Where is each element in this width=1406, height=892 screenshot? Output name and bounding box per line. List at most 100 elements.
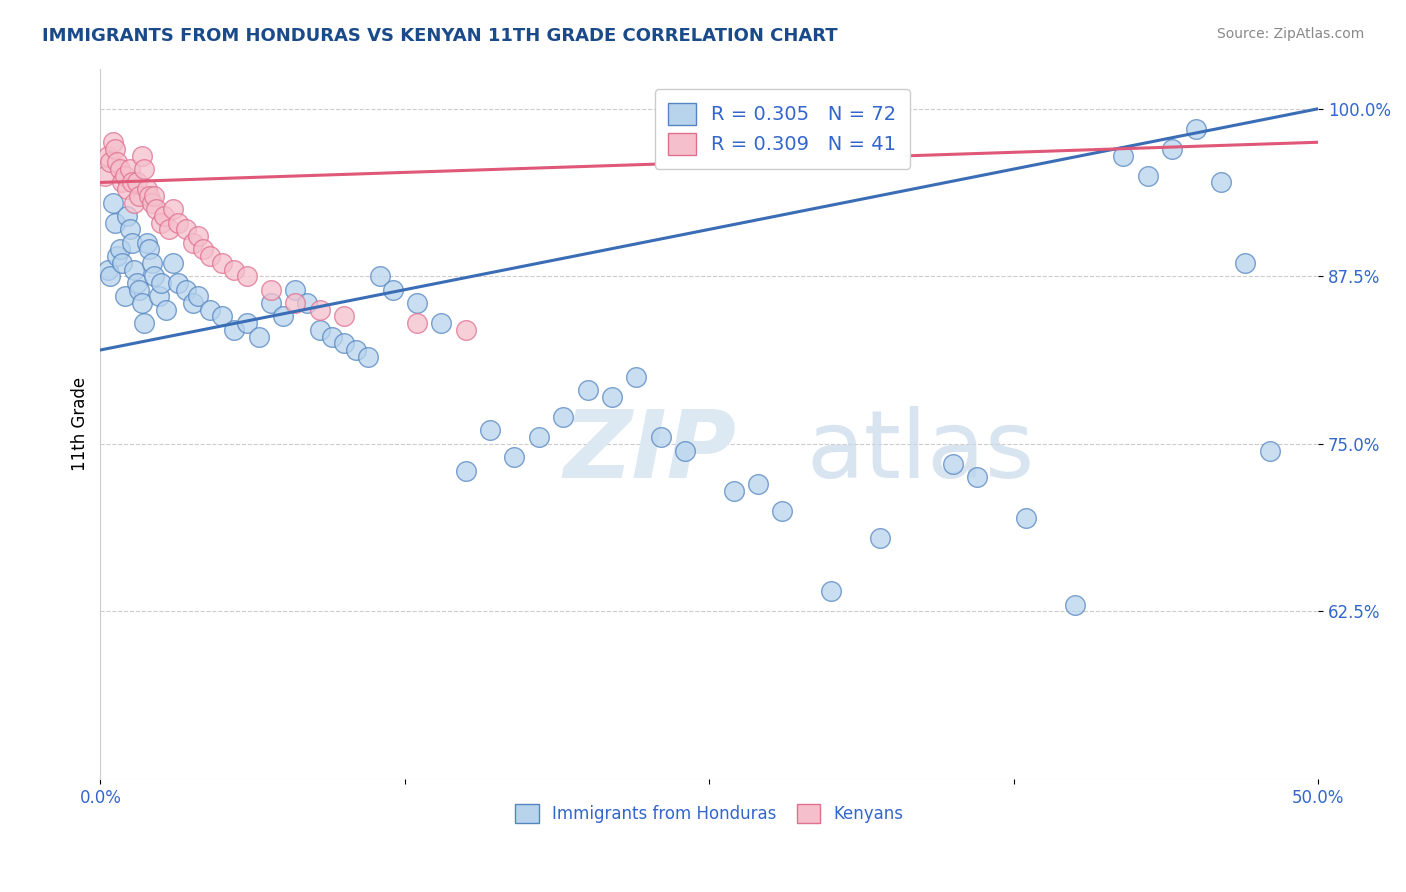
Point [167,216,190,230]
Point [125,176,148,190]
Point [115,182,138,196]
Point [260,283,283,297]
Point [198,249,221,263]
Point [454,323,477,337]
Point [284,296,307,310]
Point [162,256,184,270]
Point [770,504,793,518]
Y-axis label: 11th Grade: 11th Grade [72,376,89,471]
Point [101,195,124,210]
Point [104,216,127,230]
Point [98,155,121,169]
Point [135,235,157,250]
Point [141,256,163,270]
Point [187,229,209,244]
Text: ZIP: ZIP [564,406,735,498]
Point [1015,510,1038,524]
Point [527,430,550,444]
Point [406,316,429,330]
Point [138,243,160,257]
Point [155,302,177,317]
Point [942,457,965,471]
Point [406,296,429,310]
Point [191,243,214,257]
Point [260,296,283,310]
Legend: Immigrants from Honduras, Kenyans: Immigrants from Honduras, Kenyans [503,792,915,835]
Point [128,283,150,297]
Point [650,430,672,444]
Point [167,276,190,290]
Point [114,169,136,183]
Point [125,276,148,290]
Point [370,269,392,284]
Point [454,464,477,478]
Point [430,316,453,330]
Point [626,369,648,384]
Point [162,202,184,217]
Point [1136,169,1159,183]
Point [174,283,197,297]
Point [108,243,131,257]
Point [381,283,404,297]
Point [118,162,141,177]
Point [135,182,157,196]
Point [723,483,745,498]
Point [142,269,165,284]
Point [1185,121,1208,136]
Point [1234,256,1257,270]
Point [107,249,129,263]
Point [97,262,120,277]
Point [107,155,129,169]
Point [142,189,165,203]
Text: Source: ZipAtlas.com: Source: ZipAtlas.com [1216,27,1364,41]
Point [104,142,127,156]
Point [157,222,180,236]
Point [94,169,117,183]
Point [101,135,124,149]
Point [1161,142,1184,156]
Point [124,195,146,210]
Point [321,329,343,343]
Point [308,302,330,317]
Point [235,269,257,284]
Point [148,289,170,303]
Point [503,450,526,465]
Point [181,235,204,250]
Point [128,189,150,203]
Point [141,195,163,210]
Point [152,209,174,223]
Point [966,470,988,484]
Point [131,148,153,162]
Point [271,310,294,324]
Point [174,222,197,236]
Point [187,289,209,303]
Point [121,235,143,250]
Point [553,410,575,425]
Point [333,310,356,324]
Point [297,296,319,310]
Point [97,148,120,162]
Point [145,202,167,217]
Point [111,176,134,190]
Point [118,222,141,236]
Point [1112,148,1135,162]
Point [111,256,134,270]
Point [115,209,138,223]
Point [124,262,146,277]
Point [1063,598,1085,612]
Point [869,531,891,545]
Point [673,443,696,458]
Point [344,343,367,357]
Point [224,262,246,277]
Point [333,336,356,351]
Point [131,296,153,310]
Point [479,424,502,438]
Point [1258,443,1281,458]
Point [211,256,233,270]
Point [138,189,160,203]
Text: IMMIGRANTS FROM HONDURAS VS KENYAN 11TH GRADE CORRELATION CHART: IMMIGRANTS FROM HONDURAS VS KENYAN 11TH … [42,27,838,45]
Point [284,283,307,297]
Point [121,176,143,190]
Point [211,310,233,324]
Point [357,350,380,364]
